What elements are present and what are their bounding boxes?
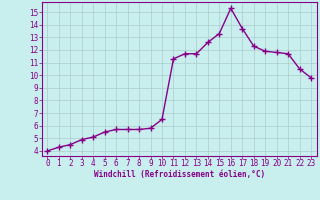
X-axis label: Windchill (Refroidissement éolien,°C): Windchill (Refroidissement éolien,°C)	[94, 170, 265, 179]
